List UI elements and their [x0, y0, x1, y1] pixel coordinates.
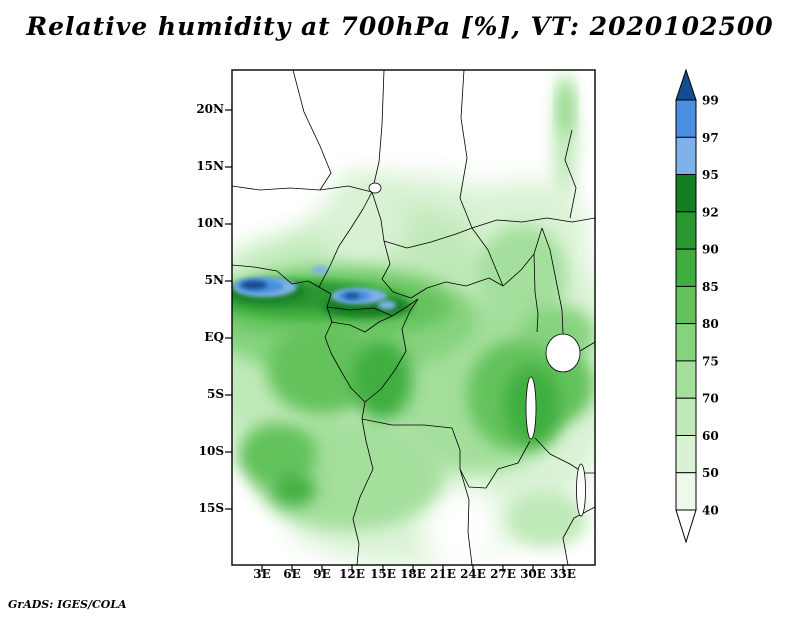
map-frame-and-ticks: [225, 69, 596, 572]
colorbar-segment-50-60: [675, 435, 697, 474]
lat-label-10S: 10S: [198, 444, 224, 458]
colorbar-label-85: 85: [702, 280, 719, 294]
colorbar-segment-85-90: [675, 248, 697, 288]
colorbar-segment-80-85: [675, 285, 697, 325]
grads-watermark: GrADS: IGES/COLA: [8, 598, 127, 611]
colorbar-arrow-bottom: [675, 509, 697, 544]
lon-label-15E: 15E: [370, 567, 396, 581]
colorbar-legend: 99 97 95 92 90 85 80 75 70 60 50 40: [675, 68, 719, 544]
colorbar-label-70: 70: [702, 392, 719, 406]
colorbar-label-97: 97: [702, 131, 719, 145]
lat-label-10N: 10N: [196, 216, 224, 230]
colorbar-label-99: 99: [702, 94, 719, 108]
colorbar-arrow-top: [675, 68, 697, 101]
map-panel: [225, 69, 596, 572]
country-borders: [232, 70, 595, 565]
colorbar-label-75: 75: [702, 354, 719, 368]
colorbar-labels: 99 97 95 92 90 85 80 75 70 60 50 40: [702, 94, 719, 518]
lon-label-33E: 33E: [550, 567, 576, 581]
colorbar-segment-90-92: [675, 211, 697, 250]
colorbar-label-50: 50: [702, 466, 719, 480]
lon-label-30E: 30E: [520, 567, 546, 581]
lat-label-5S: 5S: [206, 387, 224, 401]
colorbar-label-95: 95: [702, 168, 719, 182]
lat-label-5N: 5N: [204, 273, 224, 287]
lon-label-27E: 27E: [490, 567, 516, 581]
colorbar-segment-40-50: [675, 472, 697, 511]
colorbar-segment-92-95: [675, 174, 697, 213]
colorbar-label-60: 60: [702, 429, 719, 443]
colorbar-label-80: 80: [702, 317, 719, 331]
humidity-shading: [232, 70, 595, 565]
chart-title: Relative humidity at 700hPa [%], VT: 202…: [26, 12, 774, 41]
lon-label-3E: 3E: [253, 567, 271, 581]
lake-victoria: [545, 333, 581, 373]
colorbar-segment-75-80: [675, 323, 697, 362]
lake-chad: [368, 182, 382, 194]
colorbar-label-90: 90: [702, 243, 719, 257]
lon-label-12E: 12E: [339, 567, 365, 581]
lon-label-21E: 21E: [430, 567, 456, 581]
colorbar-label-92: 92: [702, 205, 719, 219]
lon-label-18E: 18E: [400, 567, 426, 581]
colorbar-label-40: 40: [702, 504, 719, 518]
lon-label-9E: 9E: [313, 567, 331, 581]
lon-label-6E: 6E: [283, 567, 301, 581]
colorbar-segment-70-75: [675, 360, 697, 399]
colorbar-segment-60-70: [675, 397, 697, 437]
lat-label-EQ: EQ: [204, 330, 224, 344]
colorbar-segment-95-97: [675, 136, 697, 176]
lat-label-15S: 15S: [198, 501, 224, 515]
lat-label-20N: 20N: [196, 102, 224, 116]
lake-malawi: [576, 463, 586, 517]
lon-label-24E: 24E: [460, 567, 486, 581]
coastline: [232, 264, 374, 565]
colorbar-segment-97-99: [675, 99, 697, 138]
lat-label-15N: 15N: [196, 159, 224, 173]
lake-tanganyika: [525, 376, 537, 440]
